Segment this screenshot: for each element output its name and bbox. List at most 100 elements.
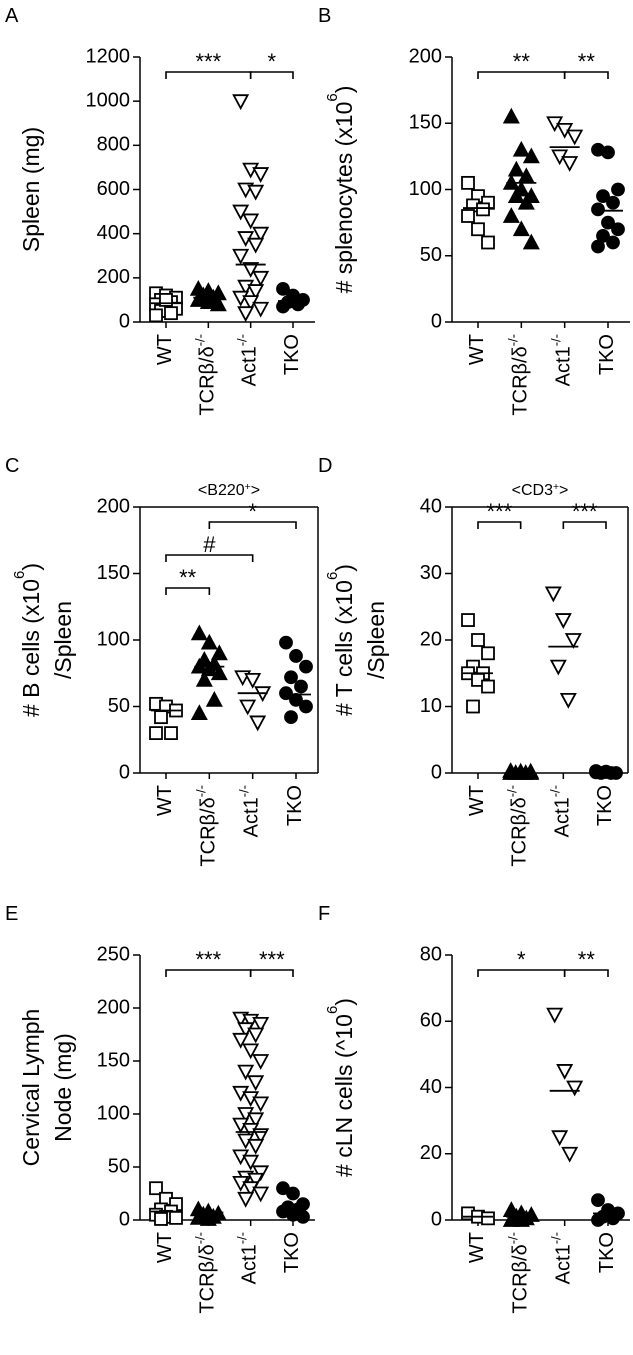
text-part: 6 xyxy=(324,572,341,580)
point xyxy=(566,1080,584,1097)
y-axis-label: Cervical Lymph xyxy=(18,1009,44,1167)
point xyxy=(237,1064,255,1081)
y-tick-label: 20 xyxy=(420,628,442,650)
text-part: ) xyxy=(331,86,357,94)
significance: *** xyxy=(572,499,598,524)
point xyxy=(242,213,260,230)
y-tick-label: 0 xyxy=(119,761,130,783)
point xyxy=(522,233,540,250)
point xyxy=(507,187,525,204)
point xyxy=(252,301,270,318)
point xyxy=(164,306,178,321)
point xyxy=(189,291,207,307)
y-tick-label: 100 xyxy=(409,178,442,200)
point xyxy=(601,215,615,230)
category-text: Act1 xyxy=(553,346,575,386)
significance: *** xyxy=(486,499,512,524)
text-part: # cLN cells (^10 xyxy=(331,1014,357,1177)
category-sup: -/- xyxy=(193,785,208,797)
point xyxy=(252,1186,270,1203)
x-tick-label: WT xyxy=(466,1232,488,1263)
point xyxy=(244,673,262,689)
point xyxy=(299,699,313,714)
panel: E 0 50 100 150 200 250 Cervical Lymph Node (mg) W… xyxy=(5,903,315,1314)
point xyxy=(252,226,270,243)
category-sup: -/- xyxy=(237,785,252,797)
text-part: # splenocytes (x10 xyxy=(331,102,357,294)
point xyxy=(564,633,582,649)
point xyxy=(149,1181,163,1196)
significance: *** xyxy=(195,947,221,972)
category-text: TCRβ/δ xyxy=(197,346,219,415)
x-tick-label: Act1-/- xyxy=(235,334,261,386)
y-tick-label: 50 xyxy=(420,244,442,266)
point xyxy=(476,202,490,217)
y-tick-label: 80 xyxy=(420,943,442,965)
category-text: TKO xyxy=(594,785,616,826)
bracket xyxy=(165,554,254,562)
text-part: > xyxy=(251,482,260,499)
text-part: ) xyxy=(331,998,357,1006)
y-tick-label: 100 xyxy=(97,1102,130,1124)
y-tick-label: 50 xyxy=(108,695,130,717)
point xyxy=(606,235,620,250)
category-sup: -/- xyxy=(547,785,562,797)
point xyxy=(606,195,620,210)
x-tick-label: Act1-/- xyxy=(547,785,573,837)
point xyxy=(481,646,495,661)
point xyxy=(247,284,265,300)
point xyxy=(232,204,250,221)
category-text: TCRβ/δ xyxy=(510,1244,532,1313)
category-text: Act1 xyxy=(552,797,574,837)
y-tick-label: 200 xyxy=(97,266,130,288)
point xyxy=(561,156,579,172)
point xyxy=(232,94,250,111)
bracket xyxy=(477,521,522,529)
category-text: Act1 xyxy=(553,1244,575,1284)
bracket xyxy=(563,969,609,977)
y-tick-label: 60 xyxy=(420,1010,442,1032)
bracket xyxy=(563,71,609,79)
category-text: TCRβ/δ xyxy=(197,1244,219,1313)
point xyxy=(596,189,610,204)
y-tick-label: 0 xyxy=(431,761,442,783)
category-sup: -/- xyxy=(549,334,564,346)
point xyxy=(252,1017,270,1033)
point xyxy=(591,202,605,217)
text-part: 6 xyxy=(11,571,28,579)
point xyxy=(284,670,298,685)
category-sup: -/- xyxy=(192,1232,207,1244)
point xyxy=(286,1186,300,1201)
y-axis-label: Node (mg) xyxy=(50,1033,76,1142)
x-tick-label: TKO xyxy=(596,1232,618,1273)
y-axis-label: # splenocytes (x106) xyxy=(324,86,357,294)
significance: * xyxy=(248,499,257,524)
point xyxy=(559,692,577,709)
point xyxy=(294,679,308,694)
significance: # xyxy=(203,532,216,557)
y-tick-label: 1200 xyxy=(86,45,131,67)
y-tick-label: 100 xyxy=(97,628,130,650)
y-tick-label: 800 xyxy=(97,134,130,156)
y-axis-label: Spleen (mg) xyxy=(18,127,44,252)
point xyxy=(522,147,540,164)
point xyxy=(242,1154,260,1171)
text-part: Node (mg) xyxy=(50,1033,76,1142)
y-tick-label: 1000 xyxy=(86,89,131,111)
panel-letter: D xyxy=(318,455,332,477)
y-axis-label: # cLN cells (^106) xyxy=(324,998,357,1177)
point xyxy=(164,726,178,740)
point xyxy=(461,613,475,627)
y-axis-label: /Spleen xyxy=(50,601,76,679)
category-text: TCRβ/δ xyxy=(198,797,220,866)
point xyxy=(247,184,265,201)
point xyxy=(242,262,260,278)
point xyxy=(289,649,303,663)
category-sup: -/- xyxy=(505,1232,520,1244)
bracket xyxy=(249,71,294,79)
y-tick-label: 250 xyxy=(97,943,130,965)
text-part: # T cells (x10 xyxy=(331,580,357,716)
point xyxy=(512,1211,530,1227)
x-tick-label: TCRβ/δ-/- xyxy=(193,785,219,867)
